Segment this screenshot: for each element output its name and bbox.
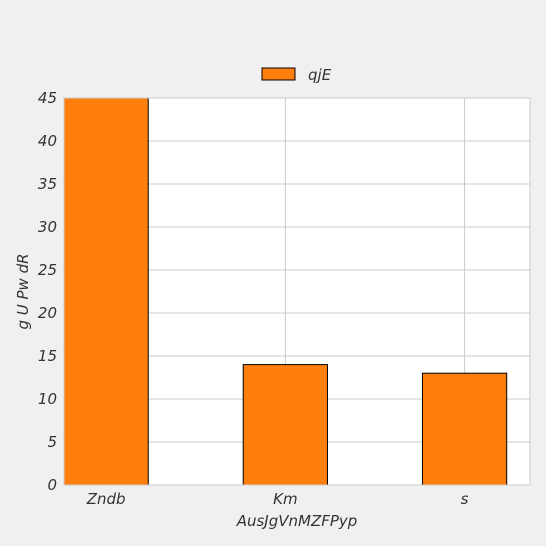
legend: qjE — [261, 66, 332, 84]
plot-frame — [63, 97, 531, 486]
bar — [242, 364, 328, 486]
y-axis-ticks: 0 5 10 15 20 25 30 35 40 45 — [38, 89, 57, 494]
x-axis-ticks: Zndb Km s — [86, 490, 469, 508]
y-axis-label: g U Pw dR — [14, 253, 32, 329]
y-tick-label: 0 — [47, 476, 57, 494]
y-tick-label: 30 — [38, 218, 57, 236]
y-tick-label: 45 — [38, 89, 57, 107]
legend-swatch — [261, 67, 296, 81]
x-tick-label: s — [461, 490, 469, 508]
y-tick-label: 15 — [38, 347, 57, 365]
legend-label: qjE — [308, 66, 332, 84]
y-tick-label: 5 — [47, 433, 57, 451]
bar — [63, 97, 149, 486]
x-tick-label: Km — [273, 490, 297, 508]
bar — [421, 372, 508, 486]
y-tick-label: 35 — [38, 175, 57, 193]
y-tick-label: 40 — [38, 132, 57, 150]
y-tick-label: 10 — [38, 390, 57, 408]
y-tick-label: 20 — [38, 304, 57, 322]
x-tick-label: Zndb — [86, 490, 126, 508]
x-axis-label: AusJgVnMZFPyp — [236, 512, 358, 530]
y-tick-label: 25 — [38, 261, 57, 279]
